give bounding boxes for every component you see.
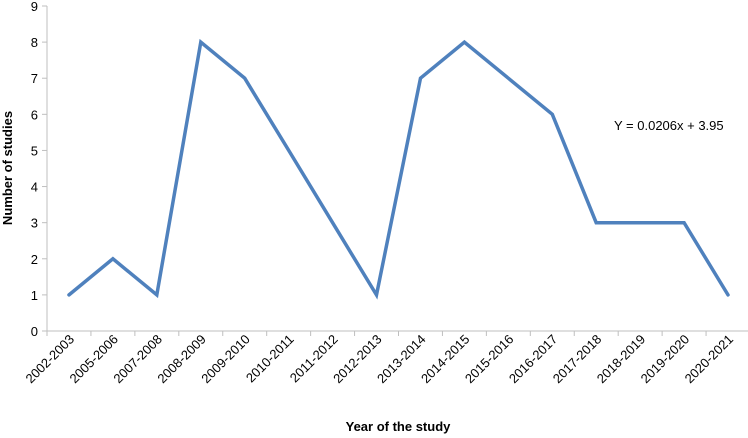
y-tick-label: 6: [31, 107, 38, 122]
y-tick-label: 9: [31, 0, 38, 14]
y-tick-label: 2: [31, 252, 38, 267]
y-tick-label: 3: [31, 216, 38, 231]
x-axis-title: Year of the study: [346, 419, 452, 434]
y-axis-title: Number of studies: [0, 111, 15, 225]
y-tick-label: 0: [31, 324, 38, 339]
y-tick-label: 5: [31, 143, 38, 158]
x-tick-labels: 2002-20032005-20062007-20082008-20092009…: [23, 332, 737, 387]
series-group: [67, 38, 730, 300]
y-tick-label: 1: [31, 288, 38, 303]
y-tick-label: 4: [31, 180, 38, 195]
y-tick-label: 7: [31, 71, 38, 86]
y-tick-labels: 0 1 2 3 4 5 6 7 8 9: [31, 0, 38, 339]
series-line: [67, 38, 730, 300]
regression-equation: Y = 0.0206x + 3.95: [614, 118, 724, 133]
y-tick-label: 8: [31, 35, 38, 50]
axes: [42, 5, 748, 336]
